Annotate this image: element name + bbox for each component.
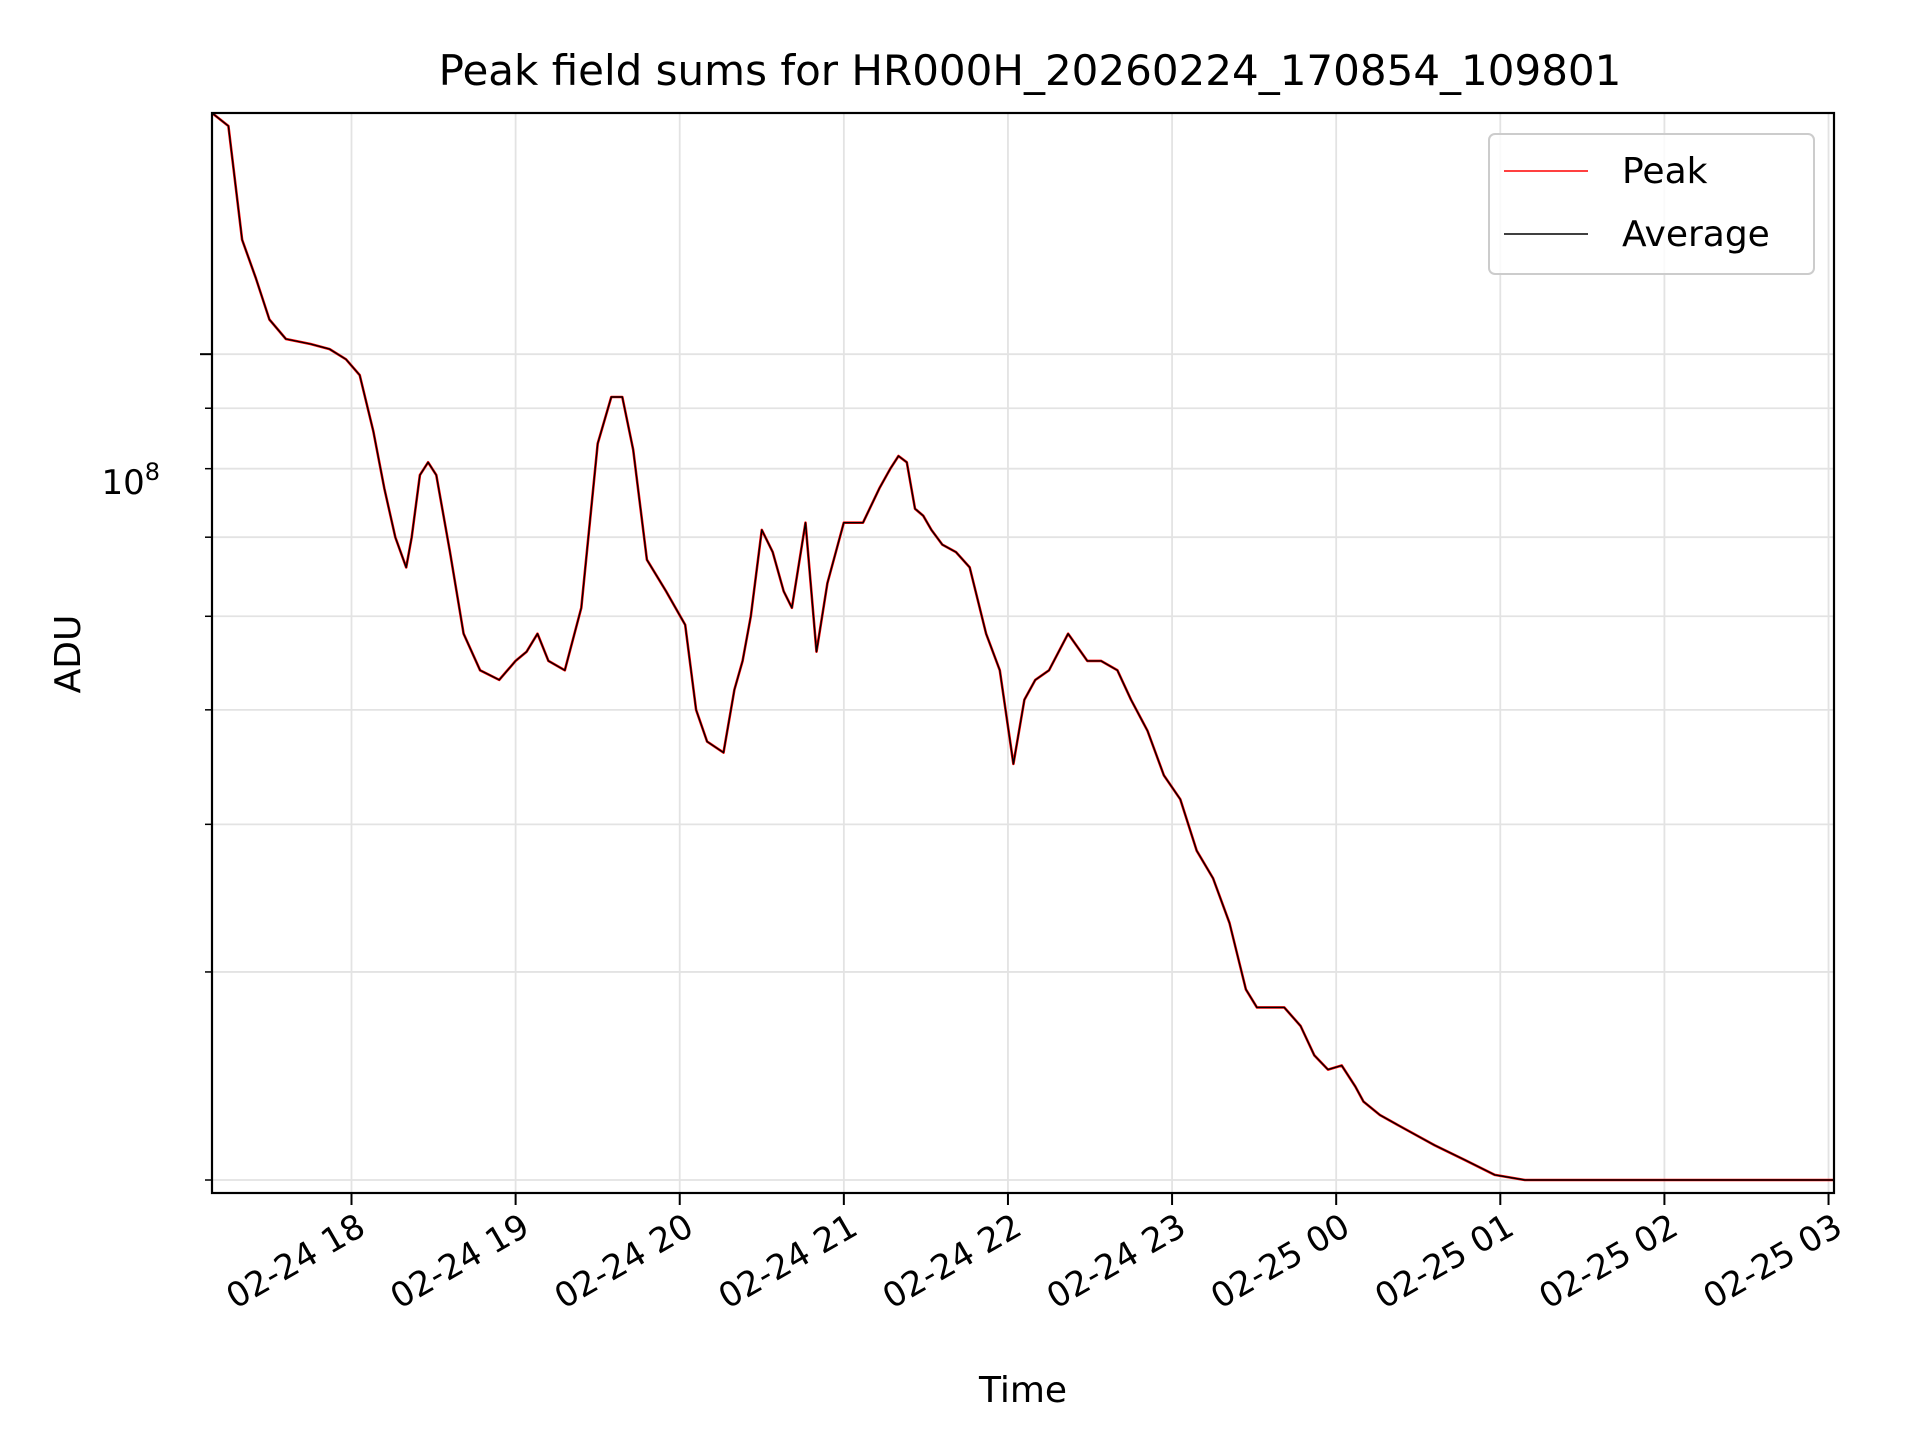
series-layer bbox=[212, 113, 1834, 1182]
y-major-tick-label: 108 bbox=[101, 458, 160, 503]
plot-frame bbox=[210, 111, 1836, 1195]
chart-title: Peak field sums for HR000H_20260224_1708… bbox=[439, 46, 1622, 95]
x-axis-label: Time bbox=[978, 1370, 1067, 1411]
y-major-tick-exponent: 8 bbox=[145, 458, 160, 486]
legend-label-peak: Peak bbox=[1622, 151, 1708, 192]
series-line-average bbox=[212, 113, 1834, 1181]
y-axis-ticks bbox=[200, 353, 212, 1181]
legend-label-average: Average bbox=[1622, 214, 1770, 255]
legend: Peak Average bbox=[1488, 133, 1815, 275]
y-axis-label: ADU bbox=[48, 615, 89, 694]
legend-box bbox=[1488, 133, 1815, 275]
y-major-tick-base: 10 bbox=[101, 463, 144, 503]
